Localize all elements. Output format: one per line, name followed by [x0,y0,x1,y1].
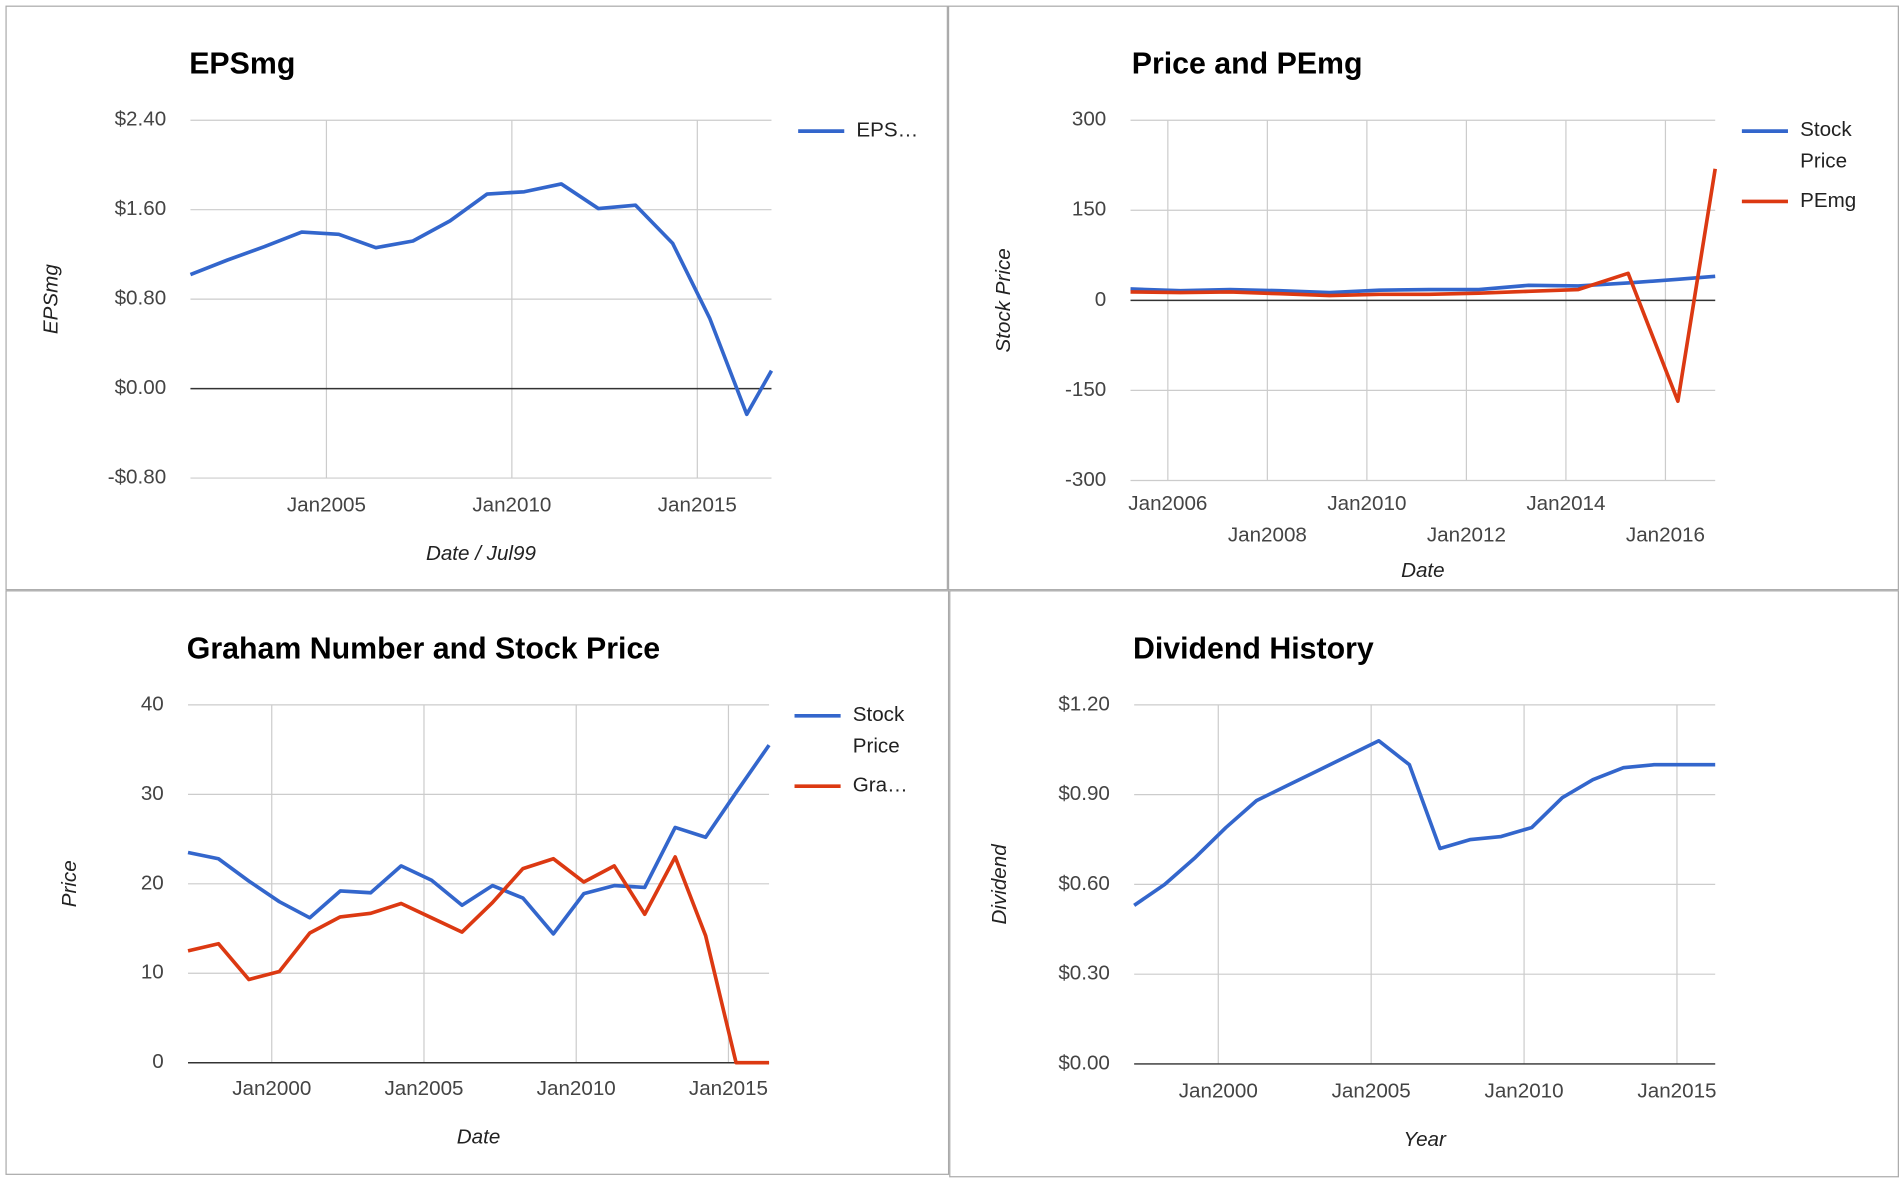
y-axis-title: Price [58,860,81,907]
y-tick-label: $0.00 [1058,1051,1110,1074]
x-tick-label: Jan2010 [472,493,551,516]
legend-label-line: Price [1800,150,1847,173]
panel [5,5,948,591]
x-tick-label: Jan2015 [658,493,737,516]
x-tick-label: Jan2012 [1427,524,1506,547]
legend-label-line: Stock [853,703,905,726]
legend-label: PEmg [1800,189,1856,212]
y-tick-label: $0.00 [115,376,167,399]
y-tick-label: $1.60 [115,197,167,220]
series-line [1133,738,1716,907]
x-tick-label: Jan2005 [1332,1079,1411,1102]
y-axis-title: EPSmg [40,264,63,334]
x-tick-label: Jan2014 [1526,492,1605,515]
series-line [1130,168,1717,404]
y-tick-label: $2.40 [115,108,167,131]
series-line [187,744,771,936]
legend-label: EPS… [856,119,918,142]
series-line [1130,274,1716,295]
x-axis-title: Date [1401,559,1445,582]
y-tick-label: $0.60 [1058,872,1110,895]
y-tick-label: $0.80 [115,287,167,310]
x-axis-title: Date [457,1125,501,1148]
y-tick-label: -300 [1065,468,1106,491]
x-axis-title: Year [1403,1128,1447,1151]
x-tick-label: Jan2000 [232,1077,311,1100]
chart-title: Graham Number and Stock Price [187,632,660,665]
x-tick-label: Jan2008 [1228,524,1307,547]
x-tick-label: Jan2005 [384,1077,463,1100]
legend-label: Stock Price [853,703,905,758]
y-axis-title: Stock Price [992,248,1015,352]
y-tick-label: $0.90 [1058,782,1110,805]
series-line [187,855,770,1065]
y-tick-label: 30 [141,782,164,805]
chart-title: EPSmg [189,48,295,81]
chart-title: Dividend History [1133,632,1374,665]
legend-label: Stock Price [1800,119,1852,174]
legend-label: Gra… [853,774,908,797]
x-axis-title: Date / Jul99 [426,542,537,565]
y-tick-label: $0.30 [1058,962,1110,985]
y-tick-label: 40 [141,692,164,715]
chart-title: Price and PEmg [1132,48,1363,81]
y-tick-label: 150 [1072,198,1106,221]
panel [5,590,950,1175]
x-tick-label: Jan2015 [1637,1079,1716,1102]
y-tick-label: 10 [141,961,164,984]
y-axis-title: Dividend [988,844,1011,925]
panel [947,5,1899,591]
y-tick-label: 300 [1072,108,1106,131]
x-tick-label: Jan2005 [287,493,366,516]
x-tick-label: Jan2006 [1128,492,1207,515]
y-tick-label: 0 [152,1050,163,1073]
legend-label-line: Price [853,735,900,758]
x-tick-label: Jan2010 [1485,1079,1564,1102]
y-tick-label: $1.20 [1058,692,1110,715]
y-tick-label: 20 [141,871,164,894]
y-tick-label: -$0.80 [108,466,166,489]
x-tick-label: Jan2000 [1179,1079,1258,1102]
x-tick-label: Jan2015 [689,1077,768,1100]
x-tick-label: Jan2010 [537,1077,616,1100]
x-tick-label: Jan2016 [1626,524,1705,547]
legend-label-line: Stock [1800,119,1852,142]
x-tick-label: Jan2010 [1327,492,1406,515]
y-tick-label: -150 [1065,378,1106,401]
y-tick-label: 0 [1095,288,1106,311]
series-line [189,182,774,417]
